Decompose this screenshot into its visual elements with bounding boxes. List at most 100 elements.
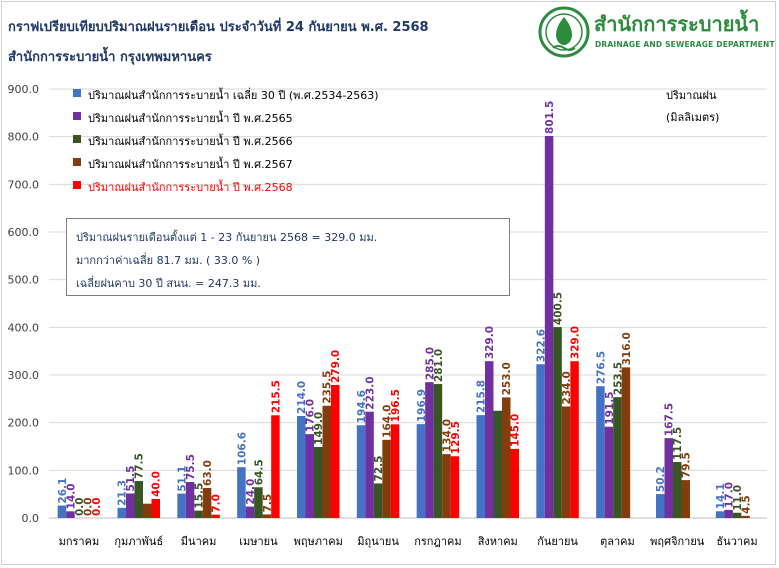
data-label: 50.2 bbox=[655, 466, 667, 492]
data-label: 253.0 bbox=[501, 362, 513, 395]
bar bbox=[202, 487, 212, 518]
bar bbox=[297, 415, 306, 518]
bar bbox=[536, 364, 545, 518]
data-label: 0.0 bbox=[91, 497, 103, 516]
bar bbox=[262, 514, 272, 518]
data-label: 164.0 bbox=[382, 405, 394, 438]
rainfall-summary-box: ปริมาณฝนรายเดือนตั้งแต่ 1 - 23 กันยายน 2… bbox=[66, 218, 510, 296]
legend-swatch bbox=[73, 89, 81, 97]
bar bbox=[382, 439, 391, 518]
bar bbox=[314, 446, 323, 518]
data-label: 316.0 bbox=[621, 332, 633, 365]
x-tick-label: มกราคม bbox=[59, 535, 100, 548]
legend-label: ปริมาณฝนสำนักการระบายน้ำ เฉลี่ย 30 ปี (พ… bbox=[88, 89, 379, 102]
bar bbox=[365, 411, 374, 518]
y-tick-label: 600.0 bbox=[8, 226, 40, 239]
data-label: 14.0 bbox=[65, 483, 77, 509]
bar bbox=[57, 505, 67, 518]
data-label: 0.0 bbox=[82, 497, 94, 516]
bar bbox=[442, 454, 451, 518]
drainage-department-seal-icon bbox=[538, 6, 590, 58]
bar bbox=[185, 482, 195, 518]
bar bbox=[134, 481, 143, 518]
bar bbox=[254, 487, 263, 518]
logo-name-th: สำนักการระบายน้ำ bbox=[594, 12, 760, 36]
data-label: 72.5 bbox=[373, 456, 385, 482]
data-label: 215.8 bbox=[476, 380, 488, 413]
bar bbox=[621, 367, 631, 518]
bar bbox=[656, 494, 665, 518]
x-tick-label: มิถุนายน bbox=[357, 535, 399, 548]
bar bbox=[570, 361, 579, 518]
data-label: 24.0 bbox=[245, 479, 257, 505]
bar bbox=[373, 483, 383, 518]
data-label: 194.6 bbox=[356, 390, 368, 423]
x-tick-label: กันยายน bbox=[537, 535, 578, 548]
data-label: 134.0 bbox=[441, 419, 453, 452]
legend-label: ปริมาณฝนสำนักการระบายน้ำ ปี พ.ศ.2567 bbox=[88, 158, 293, 171]
bar bbox=[433, 384, 443, 518]
bar bbox=[245, 506, 255, 518]
bar bbox=[322, 405, 331, 518]
data-label: 21.3 bbox=[117, 480, 129, 506]
data-label: 215.5 bbox=[270, 380, 282, 413]
bar bbox=[741, 515, 750, 518]
data-label: 167.5 bbox=[664, 403, 676, 436]
bar bbox=[151, 498, 160, 518]
data-label: 14.1 bbox=[715, 483, 727, 509]
bar bbox=[425, 382, 434, 518]
data-label: 11.0 bbox=[732, 485, 744, 511]
bar bbox=[476, 415, 485, 518]
data-label: 51.1 bbox=[177, 466, 189, 492]
legend-label: ปริมาณฝนสำนักการระบายน้ำ ปี พ.ศ.2568 bbox=[88, 181, 293, 194]
bar bbox=[613, 397, 622, 518]
page-subtitle: สำนักการระบายน้ำ กรุงเทพมหานคร bbox=[8, 50, 212, 65]
y-tick-label: 200.0 bbox=[8, 417, 40, 430]
data-label: 4.5 bbox=[741, 495, 753, 514]
x-tick-label: กรกฎาคม bbox=[414, 535, 461, 548]
bar bbox=[356, 425, 366, 518]
logo-name-en: DRAINAGE AND SEWERAGE DEPARTMENT bbox=[595, 40, 775, 49]
y-tick-label: 0.0 bbox=[22, 512, 40, 525]
data-label: 117.5 bbox=[672, 427, 684, 460]
y-tick-label: 500.0 bbox=[8, 274, 40, 287]
bar bbox=[673, 461, 682, 518]
data-label: 79.5 bbox=[681, 452, 693, 478]
x-tick-label: ธันวาคม bbox=[716, 535, 757, 548]
data-label: 77.5 bbox=[134, 453, 146, 479]
data-label: 15.5 bbox=[194, 483, 206, 509]
legend-label: ปริมาณฝนสำนักการระบายน้ำ ปี พ.ศ.2565 bbox=[88, 112, 293, 125]
bar bbox=[117, 507, 126, 518]
x-tick-label: สิงหาคม bbox=[477, 535, 517, 548]
data-label: 322.6 bbox=[536, 329, 548, 362]
bar bbox=[305, 434, 314, 518]
data-label: 17.0 bbox=[724, 482, 736, 508]
x-tick-label: พฤษภาคม bbox=[294, 535, 343, 548]
data-label: 149.0 bbox=[313, 412, 325, 445]
bar bbox=[271, 415, 280, 518]
y-tick-label: 900.0 bbox=[8, 83, 40, 96]
bar bbox=[681, 480, 690, 518]
data-label: 801.5 bbox=[544, 101, 556, 134]
bar bbox=[724, 509, 733, 518]
data-label: 75.5 bbox=[185, 454, 197, 480]
legend-swatch bbox=[73, 181, 81, 189]
data-label: 281.0 bbox=[433, 349, 445, 382]
bar bbox=[177, 493, 186, 518]
data-label: 51.5 bbox=[125, 466, 137, 492]
data-label: 214.0 bbox=[296, 381, 308, 414]
y-tick-label: 300.0 bbox=[8, 369, 40, 382]
legend-swatch bbox=[73, 135, 81, 143]
x-tick-label: กุมภาพันธ์ bbox=[114, 535, 163, 548]
summary-current-rainfall: ปริมาณฝนรายเดือนตั้งแต่ 1 - 23 กันยายน 2… bbox=[76, 231, 378, 244]
y-tick-label: 700.0 bbox=[8, 178, 40, 191]
data-label: 329.0 bbox=[484, 326, 496, 359]
y-unit-label: ปริมาณฝน bbox=[666, 89, 717, 102]
data-label: 129.5 bbox=[450, 421, 462, 454]
y-tick-label: 400.0 bbox=[8, 321, 40, 334]
legend-swatch bbox=[73, 112, 81, 120]
bar bbox=[485, 361, 494, 518]
x-tick-label: เมษายน bbox=[239, 535, 278, 548]
bar bbox=[596, 386, 605, 518]
